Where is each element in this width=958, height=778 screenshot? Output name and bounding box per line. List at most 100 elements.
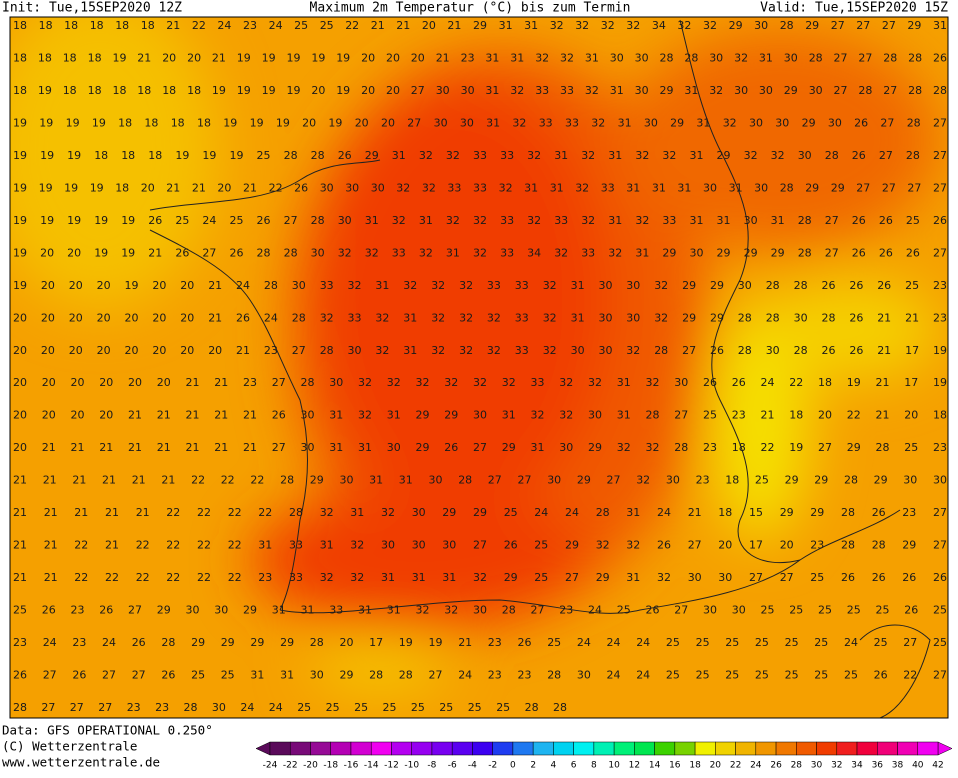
- temperature-label: 25: [297, 701, 311, 714]
- temperature-label: 33: [581, 246, 595, 259]
- temperature-label: 20: [13, 441, 27, 454]
- temperature-label: 23: [703, 441, 717, 454]
- temperature-label: 32: [320, 571, 334, 584]
- temperature-label: 29: [717, 149, 731, 162]
- temperature-label: 21: [186, 441, 200, 454]
- temperature-label: 32: [403, 279, 417, 292]
- temperature-label: 30: [626, 279, 640, 292]
- temperature-label: 27: [880, 116, 894, 129]
- temperature-label: 27: [834, 52, 848, 65]
- temperature-label: 19: [39, 181, 53, 194]
- temperature-label: 26: [13, 669, 27, 682]
- copyright: (C) Wetterzentrale: [2, 739, 137, 754]
- temperature-label: 30: [754, 181, 768, 194]
- temperature-label: 28: [908, 84, 922, 97]
- temperature-label: 24: [844, 636, 858, 649]
- temperature-label: 20: [97, 311, 111, 324]
- temperature-label: 27: [674, 409, 688, 422]
- temperature-label: 29: [660, 84, 674, 97]
- temperature-label: 26: [338, 149, 352, 162]
- temperature-label: 34: [527, 246, 541, 259]
- temperature-label: 27: [933, 539, 947, 552]
- temperature-label: 32: [654, 311, 668, 324]
- colorbar-swatch: [755, 741, 777, 756]
- temperature-label: 30: [644, 116, 658, 129]
- temperature-label: 18: [38, 52, 52, 65]
- temperature-label: 20: [69, 344, 83, 357]
- temperature-label: 25: [383, 701, 397, 714]
- temperature-label: 20: [311, 84, 325, 97]
- temperature-label: 22: [228, 539, 242, 552]
- temperature-label: 27: [933, 246, 947, 259]
- temperature-label: 26: [444, 441, 458, 454]
- temperature-label: 21: [43, 474, 57, 487]
- temperature-label: 33: [473, 149, 487, 162]
- temperature-label: 28: [908, 52, 922, 65]
- temperature-label: 19: [311, 52, 325, 65]
- temperature-label: 21: [876, 409, 890, 422]
- temperature-label: 25: [534, 539, 548, 552]
- temperature-label: 29: [784, 84, 798, 97]
- temperature-label: 27: [856, 19, 870, 32]
- temperature-label: 20: [99, 409, 113, 422]
- temperature-label: 29: [744, 246, 758, 259]
- temperature-label: 31: [610, 84, 624, 97]
- temperature-label: 27: [780, 571, 794, 584]
- temperature-label: 18: [718, 506, 732, 519]
- temperature-label: 26: [852, 149, 866, 162]
- temperature-label: 29: [805, 181, 819, 194]
- temperature-label: 24: [607, 669, 621, 682]
- temperature-label: 32: [350, 571, 364, 584]
- temperature-label: 29: [710, 279, 724, 292]
- temperature-label: 27: [688, 539, 702, 552]
- temperature-label: 27: [818, 441, 832, 454]
- temperature-label: 20: [128, 376, 142, 389]
- temperature-label: 18: [141, 19, 155, 32]
- temperature-label: 20: [41, 279, 55, 292]
- valid-label: Valid: Tue,15SEP2020 15Z: [760, 1, 948, 16]
- temperature-label: 30: [933, 474, 947, 487]
- temperature-label: 27: [202, 246, 216, 259]
- temperature-label: 32: [654, 279, 668, 292]
- colorbar-tick-label: 38: [892, 761, 904, 771]
- temperature-label: 19: [64, 181, 78, 194]
- temperature-label: 18: [113, 84, 127, 97]
- temperature-label: 23: [696, 474, 710, 487]
- temperature-label: 32: [543, 344, 557, 357]
- temperature-label: 26: [236, 311, 250, 324]
- temperature-label: 32: [646, 376, 660, 389]
- temperature-label: 32: [473, 214, 487, 227]
- temperature-label: 32: [581, 149, 595, 162]
- temperature-label: 29: [810, 506, 824, 519]
- temperature-label: 33: [320, 279, 334, 292]
- temperature-label: 32: [550, 19, 564, 32]
- temperature-label: 30: [412, 506, 426, 519]
- temperature-label: 21: [192, 181, 206, 194]
- temperature-label: 28: [311, 214, 325, 227]
- temperature-label: 27: [41, 701, 55, 714]
- temperature-label: 32: [677, 19, 691, 32]
- temperature-label: 28: [596, 506, 610, 519]
- temperature-label: 29: [191, 636, 205, 649]
- temperature-label: 32: [543, 311, 557, 324]
- temperature-label: 25: [534, 571, 548, 584]
- temperature-label: 30: [412, 539, 426, 552]
- colorbar-swatch: [715, 741, 736, 756]
- temperature-label: 30: [599, 311, 613, 324]
- colorbar-tick-label: 40: [912, 761, 924, 771]
- temperature-label: 27: [856, 181, 870, 194]
- temperature-label: 23: [488, 636, 502, 649]
- temperature-label: 28: [841, 539, 855, 552]
- temperature-label: 28: [292, 311, 306, 324]
- temperature-label: 28: [284, 246, 298, 259]
- temperature-label: 31: [933, 19, 947, 32]
- temperature-label: 23: [559, 604, 573, 617]
- temperature-label: 25: [320, 19, 334, 32]
- map-area: 18 18 18 18 18 18 21 22 24 23 24 25 25 22 21 21 20 21 29 31…: [10, 17, 948, 718]
- temperature-label: 31: [329, 441, 343, 454]
- temperature-label: 30: [292, 279, 306, 292]
- temperature-label: 27: [429, 669, 443, 682]
- temperature-label: 28: [674, 441, 688, 454]
- temperature-label: 31: [499, 19, 513, 32]
- colorbar-swatch: [573, 741, 595, 756]
